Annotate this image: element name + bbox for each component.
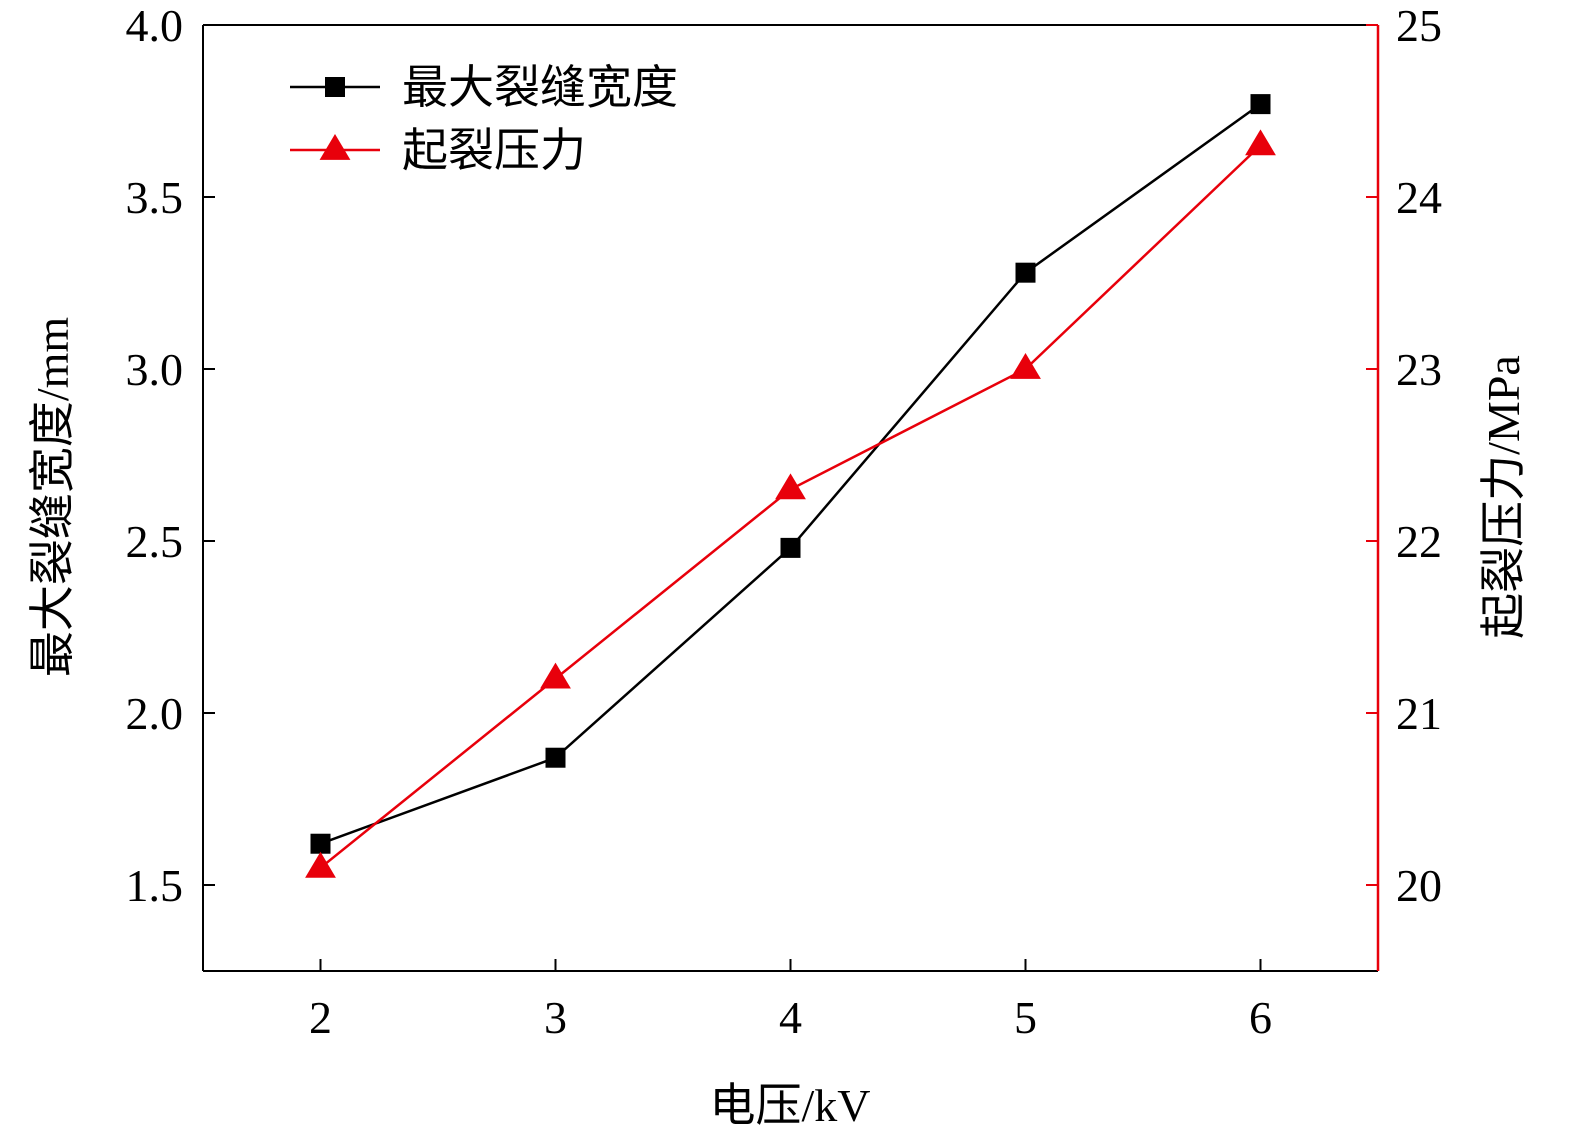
series-layer bbox=[305, 94, 1276, 878]
legend-entry-2: 起裂压力 bbox=[290, 125, 586, 176]
data-point-triangle bbox=[775, 473, 806, 500]
y-left-tick-label: 1.5 bbox=[126, 860, 184, 911]
y-left-tick-label: 4.0 bbox=[126, 0, 184, 51]
legend-marker-triangle bbox=[319, 134, 351, 160]
y-right-tick-label: 23 bbox=[1396, 344, 1442, 395]
series-line bbox=[319, 144, 1262, 869]
data-point-square bbox=[545, 747, 566, 768]
x-tick-label: 3 bbox=[544, 992, 567, 1043]
y-left-tick-label: 2.0 bbox=[126, 688, 184, 739]
x-axis: 2 3 4 5 6 bbox=[309, 959, 1272, 1043]
y-axis-left-title: 最大裂缝宽度/mm bbox=[27, 317, 78, 678]
y-axis-left: 1.5 2.0 2.5 3.0 3.5 4.0 bbox=[126, 0, 215, 911]
x-tick-label: 6 bbox=[1249, 992, 1272, 1043]
y-right-tick-label: 25 bbox=[1396, 0, 1442, 51]
data-point-square bbox=[1250, 94, 1271, 115]
data-point-square bbox=[310, 833, 331, 854]
legend-label: 起裂压力 bbox=[402, 125, 586, 176]
x-tick-label: 2 bbox=[309, 992, 332, 1043]
data-point-triangle bbox=[305, 851, 336, 878]
y-axis-right: 20 21 22 23 24 25 bbox=[1366, 0, 1442, 911]
legend-marker-square bbox=[325, 77, 345, 97]
data-point-triangle bbox=[540, 662, 571, 689]
series-1 bbox=[310, 94, 1271, 854]
data-point-triangle bbox=[1245, 129, 1276, 156]
x-tick-label: 5 bbox=[1014, 992, 1037, 1043]
legend-entry-1: 最大裂缝宽度 bbox=[290, 62, 678, 113]
y-right-tick-label: 20 bbox=[1396, 860, 1442, 911]
y-left-tick-label: 3.5 bbox=[126, 172, 184, 223]
legend-label: 最大裂缝宽度 bbox=[402, 62, 678, 113]
data-point-square bbox=[1015, 262, 1036, 283]
data-point-square bbox=[780, 537, 801, 558]
series-2 bbox=[305, 129, 1276, 878]
x-axis-title: 电压/kV bbox=[710, 1080, 871, 1131]
data-point-triangle bbox=[1010, 353, 1041, 379]
y-right-tick-label: 21 bbox=[1396, 688, 1442, 739]
y-right-tick-label: 24 bbox=[1396, 172, 1442, 223]
x-tick-label: 4 bbox=[779, 992, 802, 1043]
y-right-tick-label: 22 bbox=[1396, 516, 1442, 567]
plot-frame bbox=[202, 24, 1380, 972]
y-axis-right-title: 起裂压力/MPa bbox=[1478, 355, 1529, 639]
y-left-tick-label: 3.0 bbox=[126, 344, 184, 395]
y-left-tick-label: 2.5 bbox=[126, 516, 184, 567]
